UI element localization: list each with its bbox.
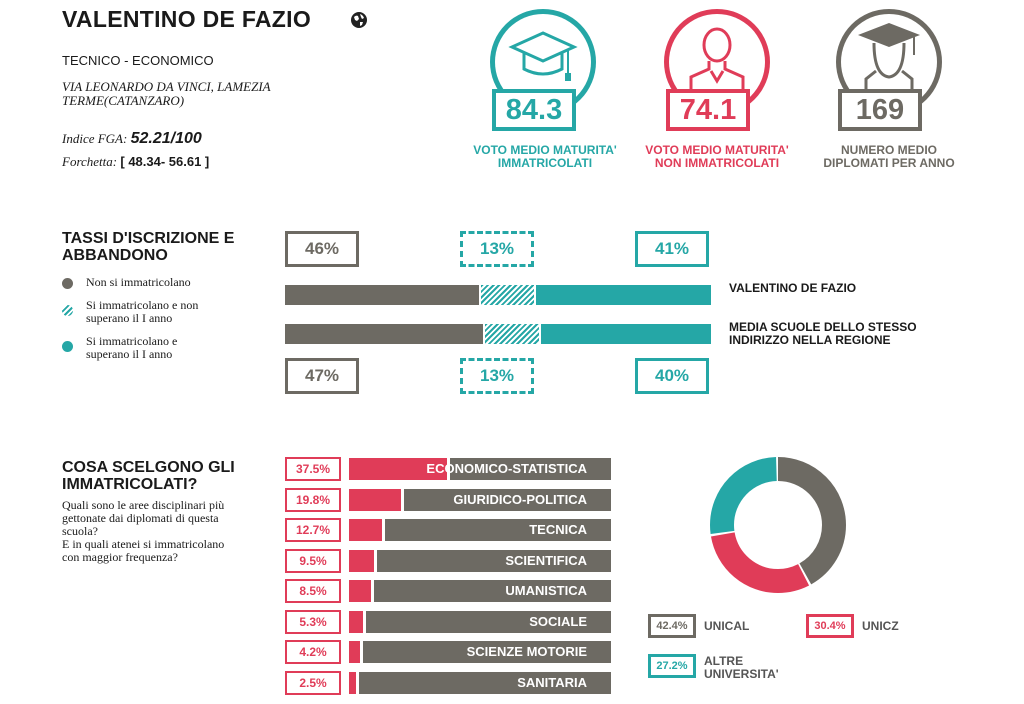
uni-pct-unical: 42.4% [648, 614, 696, 638]
uni-label-altre: ALTRE UNIVERSITA' [704, 654, 779, 681]
school-type: TECNICO - ECONOMICO [62, 53, 214, 68]
legend-text-non-immatricolano: Non si immatricolano [86, 275, 191, 289]
stat-value-non-immatricolati: 74.1 [666, 89, 750, 131]
person-icon [689, 27, 745, 97]
region-pct-non-immatricolano: 47% [285, 358, 359, 394]
discipline-pct-label: 5.3% [285, 610, 341, 634]
discipline-pct-label: 8.5% [285, 579, 341, 603]
legend-text-non-superano: Si immatricolano e non superano il I anno [86, 298, 199, 325]
region-pct-superano: 40% [635, 358, 709, 394]
discipline-category-label: UMANISTICA [505, 583, 587, 598]
donut-slice-unicz [710, 457, 846, 593]
stat-value-diplomati: 169 [838, 89, 922, 131]
uni-pct-altre: 27.2% [648, 654, 696, 678]
graduation-cap-icon [508, 31, 578, 81]
discipline-bar-remainder [450, 458, 611, 480]
bar-segment-superano [536, 285, 711, 305]
discipline-pct-label: 37.5% [285, 457, 341, 481]
discipline-bar-remainder [358, 672, 611, 694]
discipline-bar-remainder [363, 641, 611, 663]
discipline-pct-label: 9.5% [285, 549, 341, 573]
stat-label-diplomati: NUMERO MEDIO DIPLOMATI PER ANNO [823, 143, 955, 170]
enrollment-title: TASSI D'ISCRIZIONE E ABBANDONO [62, 230, 235, 264]
discipline-bar-value [349, 641, 360, 663]
discipline-category-label: SCIENTIFICA [505, 553, 587, 568]
school-pct-non-immatricolano: 46% [285, 231, 359, 267]
discipline-category-label: GIURIDICO-POLITICA [453, 492, 587, 507]
bar-segment-non-immatricolano [285, 285, 479, 305]
fga-value: 52.21/100 [130, 130, 202, 147]
discipline-category-label: ECONOMICO-STATISTICA [426, 461, 587, 476]
discipline-bar-value [349, 458, 448, 480]
discipline-bar-value [349, 580, 372, 602]
range-value: [ 48.34- 56.61 ] [120, 154, 210, 169]
uni-label-unical: UNICAL [704, 619, 750, 633]
bar-segment-non-immatricolano [285, 324, 484, 344]
discipline-bar-remainder [365, 611, 611, 633]
choices-description: Quali sono le aree disciplinari più gett… [62, 498, 225, 564]
discipline-bar-value [349, 550, 374, 572]
school-bar-label: VALENTINO DE FAZIO [729, 281, 857, 295]
donut-slice-unical [710, 457, 846, 593]
fga-range: Forchetta: [ 48.34- 56.61 ] [62, 154, 209, 170]
school-pct-superano: 41% [635, 231, 709, 267]
discipline-bar-value [349, 611, 363, 633]
school-pct-non-superano: 13% [460, 231, 534, 267]
university-donut-chart [710, 457, 846, 593]
discipline-pct-label: 4.2% [285, 640, 341, 664]
discipline-bar-remainder [385, 519, 611, 541]
legend-dot-superano [62, 341, 73, 352]
school-name: VALENTINO DE FAZIO [62, 6, 312, 32]
uni-label-unicz: UNICZ [862, 619, 899, 633]
discipline-bar-remainder [403, 489, 611, 511]
stat-label-non-immatricolati: VOTO MEDIO MATURITA' NON IMMATRICOLATI [645, 143, 789, 170]
graduate-person-icon [858, 23, 920, 99]
discipline-pct-label: 12.7% [285, 518, 341, 542]
range-label: Forchetta: [62, 154, 118, 169]
legend-text-superano: Si immatricolano e superano il I anno [86, 334, 178, 361]
globe-icon[interactable] [350, 11, 368, 29]
fga-label: Indice FGA: [62, 131, 128, 146]
discipline-bar-remainder [374, 580, 611, 602]
stat-value-immatricolati: 84.3 [492, 89, 576, 131]
bar-segment-superano [540, 324, 711, 344]
school-address: VIA LEONARDO DA VINCI, LAMEZIA TERME(CAT… [62, 79, 271, 108]
bar-segment-non-superano [480, 285, 535, 305]
discipline-bar-remainder [376, 550, 611, 572]
stat-label-immatricolati: VOTO MEDIO MATURITA' IMMATRICOLATI [473, 143, 617, 170]
discipline-bar-value [349, 672, 356, 694]
region-bar-label: MEDIA SCUOLE DELLO STESSO INDIRIZZO NELLA… [729, 320, 917, 347]
discipline-category-label: SANITARIA [517, 675, 587, 690]
legend-dot-non-superano [62, 305, 73, 316]
discipline-bar-value [349, 519, 383, 541]
legend-dot-non-immatricolano [62, 278, 73, 289]
discipline-pct-label: 2.5% [285, 671, 341, 695]
bar-segment-non-superano [485, 324, 539, 344]
discipline-pct-label: 19.8% [285, 488, 341, 512]
region-pct-non-superano: 13% [460, 358, 534, 394]
fga-index: Indice FGA: 52.21/100 [62, 130, 202, 148]
donut-slice-altre [710, 457, 846, 593]
discipline-bar-value [349, 489, 401, 511]
discipline-category-label: TECNICA [529, 522, 587, 537]
uni-pct-unicz: 30.4% [806, 614, 854, 638]
discipline-category-label: SCIENZE MOTORIE [466, 644, 587, 659]
discipline-category-label: SOCIALE [529, 614, 587, 629]
choices-title: COSA SCELGONO GLI IMMATRICOLATI? [62, 459, 235, 493]
